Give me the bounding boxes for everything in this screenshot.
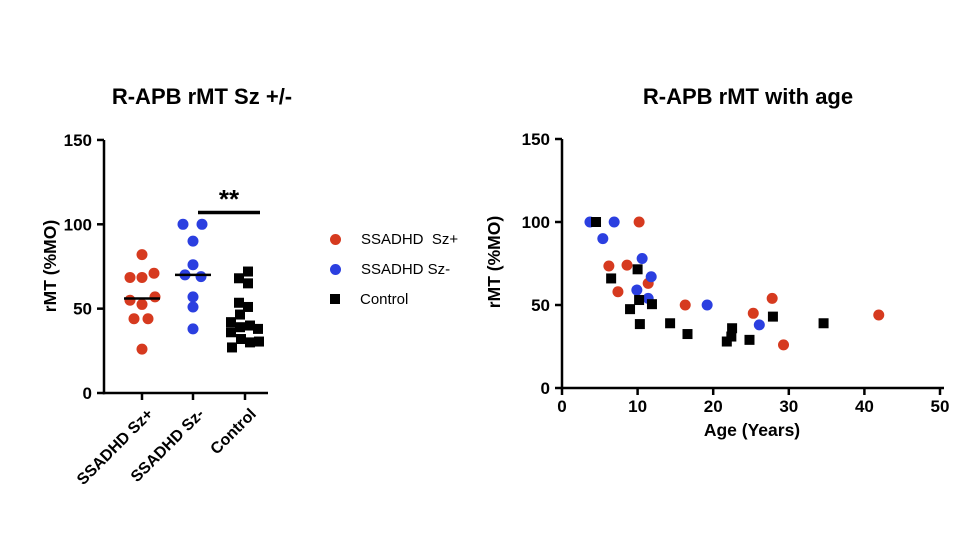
data-point — [149, 291, 161, 303]
data-point — [254, 336, 264, 347]
left-y-tick-label: 150 — [64, 131, 92, 150]
legend-item: SSADHD Sz+ — [330, 224, 458, 254]
data-point — [608, 216, 620, 228]
left-y-axis-label: rMT (%MO) — [40, 220, 60, 312]
data-point — [243, 301, 253, 312]
data-point — [243, 266, 253, 277]
data-point — [778, 339, 790, 351]
data-point — [632, 264, 643, 275]
significance-label: ** — [219, 184, 240, 214]
data-point — [606, 273, 617, 284]
data-point — [226, 317, 236, 328]
data-point — [665, 318, 676, 329]
legend-marker-circle — [330, 233, 341, 245]
left-y-tick-label: 0 — [83, 384, 92, 403]
right-chart-title: R-APB rMT with age — [643, 84, 853, 109]
data-point — [597, 233, 609, 245]
data-point — [196, 218, 208, 230]
data-point — [625, 304, 636, 315]
right-x-axis-label: Age (Years) — [704, 420, 800, 440]
chart-rmt-age: R-APB rMT with age rMT (%MO) Age (Years) 0 5… — [484, 84, 949, 440]
left-y-tick-label: 50 — [73, 300, 92, 319]
data-point — [177, 218, 189, 230]
data-point — [187, 291, 199, 303]
data-point — [633, 216, 645, 228]
right-y-tick-label: 0 — [541, 379, 550, 398]
right-y-tick-label: 150 — [522, 130, 550, 149]
legend: SSADHD Sz+ SSADHD Sz- Control — [330, 224, 458, 314]
data-point — [645, 271, 657, 283]
data-point — [227, 342, 237, 353]
legend-item-label: SSADHD Sz- — [361, 260, 451, 278]
data-point — [701, 299, 713, 311]
legend-marker-circle — [330, 263, 341, 275]
data-point — [591, 217, 602, 227]
data-point — [187, 323, 199, 335]
data-point — [187, 259, 199, 271]
data-point — [195, 271, 207, 283]
data-point — [136, 249, 148, 261]
data-point — [148, 267, 160, 279]
right-y-tick-label: 100 — [522, 213, 550, 232]
legend-item-label: SSADHD Sz+ — [361, 230, 459, 248]
data-point — [187, 235, 199, 247]
data-point — [253, 323, 263, 334]
data-point — [767, 311, 778, 322]
data-point — [679, 299, 691, 311]
left-y-tick-label: 100 — [64, 215, 92, 234]
data-point — [727, 323, 738, 334]
data-point — [726, 331, 737, 342]
legend-item: Control — [330, 284, 458, 314]
data-point — [621, 259, 633, 271]
data-point — [753, 319, 765, 331]
data-point — [142, 313, 154, 325]
right-x-tick-label: 50 — [931, 397, 950, 416]
data-point — [235, 322, 245, 333]
legend-item: SSADHD Sz- — [330, 254, 458, 284]
right-y-axis-label: rMT (%MO) — [484, 216, 504, 308]
right-y-tick-label: 50 — [531, 296, 550, 315]
data-point — [124, 271, 136, 283]
data-point — [235, 309, 245, 320]
data-point — [873, 309, 885, 321]
left-x-category-label: Control — [208, 406, 260, 458]
data-point — [234, 297, 244, 308]
data-point — [603, 260, 615, 272]
data-point — [634, 295, 645, 306]
data-point — [226, 327, 236, 338]
data-point — [631, 284, 643, 296]
data-point — [136, 271, 148, 283]
data-point — [236, 334, 246, 345]
data-point — [187, 301, 199, 313]
right-x-tick-label: 30 — [779, 397, 798, 416]
data-point — [243, 278, 253, 289]
data-point — [128, 313, 140, 325]
legend-marker-square — [330, 294, 340, 304]
chart-sz-groups: R-APB rMT Sz +/-rMT (%MO)050100150SSADHD… — [40, 84, 292, 489]
data-point — [245, 337, 255, 348]
data-point — [124, 294, 136, 306]
data-point — [136, 298, 148, 310]
right-x-tick-label: 20 — [704, 397, 723, 416]
right-x-tick-label: 40 — [855, 397, 874, 416]
data-point — [646, 299, 657, 310]
data-point — [818, 318, 829, 329]
right-x-tick-label: 0 — [557, 397, 566, 416]
data-point — [747, 307, 759, 319]
data-point — [744, 334, 755, 345]
data-point — [136, 343, 148, 355]
data-point — [612, 286, 624, 298]
data-point — [234, 273, 244, 284]
data-point — [636, 253, 648, 265]
left-chart-title: R-APB rMT Sz +/- — [112, 84, 292, 109]
data-point — [766, 292, 778, 304]
data-point — [682, 329, 693, 340]
data-point — [634, 319, 645, 330]
right-x-tick-label: 10 — [628, 397, 647, 416]
legend-item-label: Control — [360, 290, 409, 308]
